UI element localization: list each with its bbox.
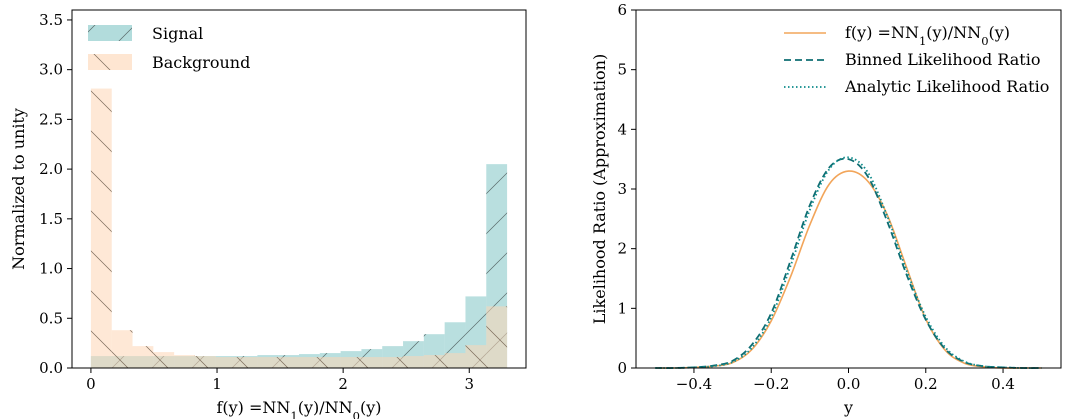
bar-hatch-background [174,355,195,368]
bar-hatch-background [444,353,466,368]
bar-hatch-background [486,306,508,368]
bar-hatch-background [215,357,237,368]
legend-label-1: Binned Likelihood Ratio [845,50,1040,69]
bar-hatch-background [319,357,341,368]
series-lines [655,156,1042,369]
y-tick-label: 1.0 [39,260,63,278]
bar-hatch-background [361,357,383,368]
bar-hatch-background [403,356,424,368]
y-tick-label: 6 [617,1,627,19]
bar-hatch-background [423,355,445,368]
x-tick-label: 0.2 [914,375,938,393]
bar-hatch-background [257,357,279,368]
bar-hatch-background [132,346,154,368]
x-tick-label: −0.4 [676,375,712,393]
x-tick-label: 0.0 [837,375,861,393]
x-axis-label: f(y) =NN1(y)/NN0(y) [216,398,381,419]
y-axis-label: Normalized to unity [9,108,28,270]
bar-hatch-background [340,357,362,368]
x-axis-ticks: 0 1 2 3 [86,368,474,393]
series-background-bars [90,88,508,369]
plot-frame [71,9,527,369]
y-tick-label: 2.0 [39,160,63,178]
histogram-panel: 0 1 2 3 0.0 0.5 1.0 1.5 2.0 2.5 3.0 3.5 f(y) =NN1(… [9,9,527,419]
series-signal-bars [90,164,508,368]
x-tick-label: 2 [338,375,348,393]
y-tick-label: 0.0 [39,359,63,377]
legend-label-background: Background [152,53,250,72]
y-tick-label: 0 [617,359,627,377]
bar-hatch-background [153,352,175,368]
legend-label-signal: Signal [152,24,203,43]
x-axis-label: y [843,398,853,417]
y-tick-label: 2.5 [39,110,63,128]
y-tick-label: 3.5 [39,11,63,29]
legend-label-2: Analytic Likelihood Ratio [844,77,1049,96]
legend: f(y) =NN1(y)/NN0(y) Binned Likelihood Rat… [784,23,1049,96]
series-line-1 [655,157,1042,369]
plot-frame [635,9,1062,369]
y-axis-ticks: 0.0 0.5 1.0 1.5 2.0 2.5 3.0 3.5 [39,11,72,377]
y-tick-label: 1 [617,299,627,317]
y-tick-label: 4 [617,120,627,138]
y-tick-label: 5 [617,61,627,79]
legend-swatch-signal-hatch [88,25,132,41]
x-tick-label: 1 [212,375,222,393]
y-tick-label: 2 [617,240,627,258]
bar-hatch-background [90,88,112,369]
y-axis-ticks: 0 1 2 3 4 5 6 [617,1,636,377]
x-tick-label: −0.2 [753,375,789,393]
x-tick-label: 0 [86,375,96,393]
histogram-bars [90,88,508,369]
bar-hatch-background [382,357,404,368]
x-tick-label: 0.4 [991,375,1015,393]
y-tick-label: 3 [617,180,627,198]
bar-hatch-background [111,330,133,368]
y-axis-label: Likelihood Ratio (Approximation) [590,54,609,324]
legend-swatch-background-hatch [88,54,132,70]
legend: Signal Background [88,24,250,72]
bar-hatch-background [465,345,487,368]
bar-hatch-background [236,357,258,368]
bar-hatch-background [278,357,299,368]
legend-label-0: f(y) =NN1(y)/NN0(y) [845,23,1010,48]
x-tick-label: 3 [464,375,474,393]
series-line-2 [655,156,1042,369]
bar-hatch-background [194,356,216,368]
likelihood-ratio-panel: −0.4 −0.2 0.0 0.2 0.4 0 1 2 3 4 5 6 y Likelihood R… [590,1,1062,417]
series-line-0 [655,170,1042,369]
y-tick-label: 1.5 [39,210,63,228]
x-axis-ticks: −0.4 −0.2 0.0 0.2 0.4 [676,368,1015,393]
bar-hatch-background [299,357,320,368]
y-tick-label: 3.0 [39,61,63,79]
y-tick-label: 0.5 [39,309,63,327]
